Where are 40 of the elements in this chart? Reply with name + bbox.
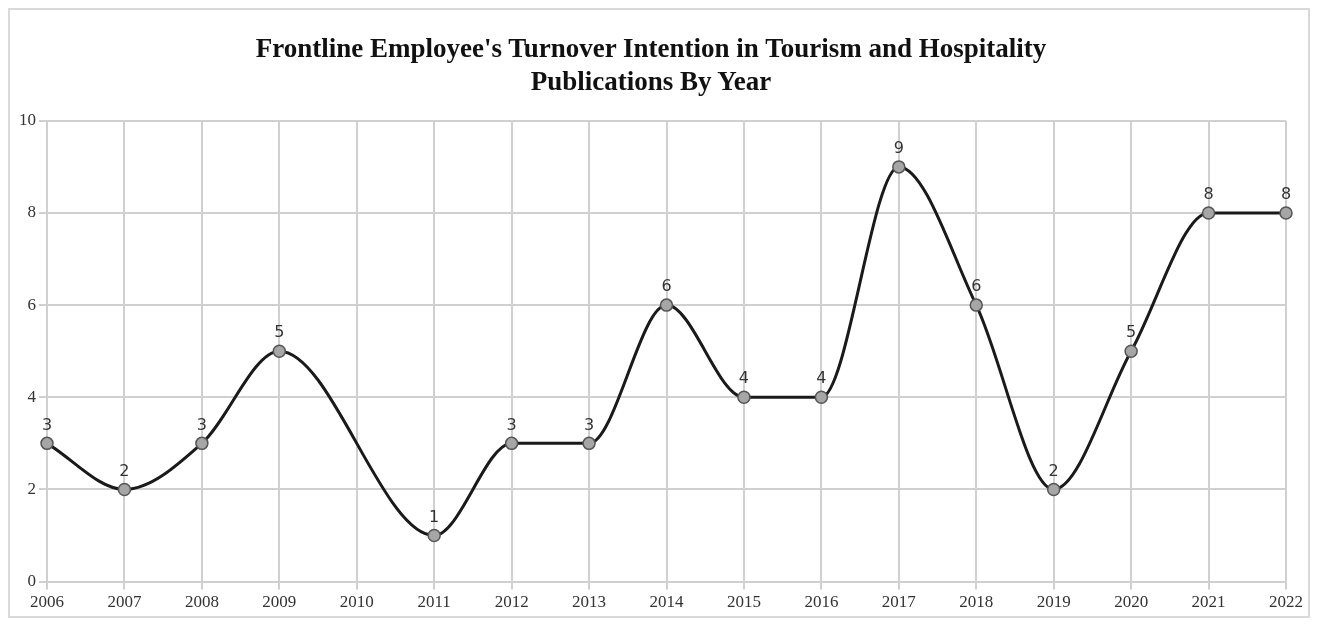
x-tick-label: 2007 — [107, 592, 142, 612]
x-tick-label: 2021 — [1191, 592, 1226, 612]
data-label: 4 — [816, 368, 827, 388]
y-tick-label: 10 — [19, 110, 36, 130]
data-label: 9 — [893, 138, 904, 158]
data-label: 2 — [1048, 460, 1059, 480]
x-tick-label: 2006 — [30, 592, 64, 612]
x-tick-label: 2009 — [262, 592, 297, 612]
x-tick-label: 2019 — [1036, 592, 1071, 612]
x-tick-label: 2010 — [339, 592, 374, 612]
x-tick-label: 2015 — [726, 592, 761, 612]
y-tick-label: 0 — [27, 571, 36, 591]
y-tick-label: 4 — [27, 386, 37, 406]
data-label: 3 — [506, 414, 517, 434]
data-label: 3 — [41, 414, 53, 434]
data-label: 3 — [583, 414, 595, 434]
data-label: 5 — [1126, 322, 1137, 342]
data-label: 6 — [661, 276, 672, 296]
data-label: 2 — [119, 460, 130, 480]
x-tick-label: 2011 — [417, 592, 451, 612]
data-label: 3 — [196, 414, 207, 434]
x-tick-label: 2022 — [1269, 592, 1303, 612]
x-tick-label: 2008 — [184, 592, 219, 612]
data-label: 4 — [738, 368, 750, 388]
x-tick-label: 2016 — [804, 592, 839, 612]
y-tick-label: 2 — [27, 478, 36, 498]
chart-title: Frontline Employee's Turnover Intention in Tourism and Hospitality Publications By Year — [255, 33, 1047, 96]
x-tick-label: 2012 — [494, 592, 529, 612]
data-label: 8 — [1203, 184, 1214, 204]
y-tick-label: 8 — [27, 202, 36, 222]
y-tick-label: 6 — [27, 294, 36, 314]
data-label: 5 — [274, 322, 285, 342]
data-label: 1 — [429, 506, 440, 526]
data-label: 6 — [971, 276, 982, 296]
x-tick-label: 2014 — [649, 592, 684, 612]
x-tick-label: 2018 — [959, 592, 994, 612]
x-tick-label: 2013 — [572, 592, 607, 612]
data-label: 8 — [1280, 184, 1292, 204]
x-tick-label: 2017 — [881, 592, 917, 612]
x-tick-label: 2020 — [1114, 592, 1149, 612]
